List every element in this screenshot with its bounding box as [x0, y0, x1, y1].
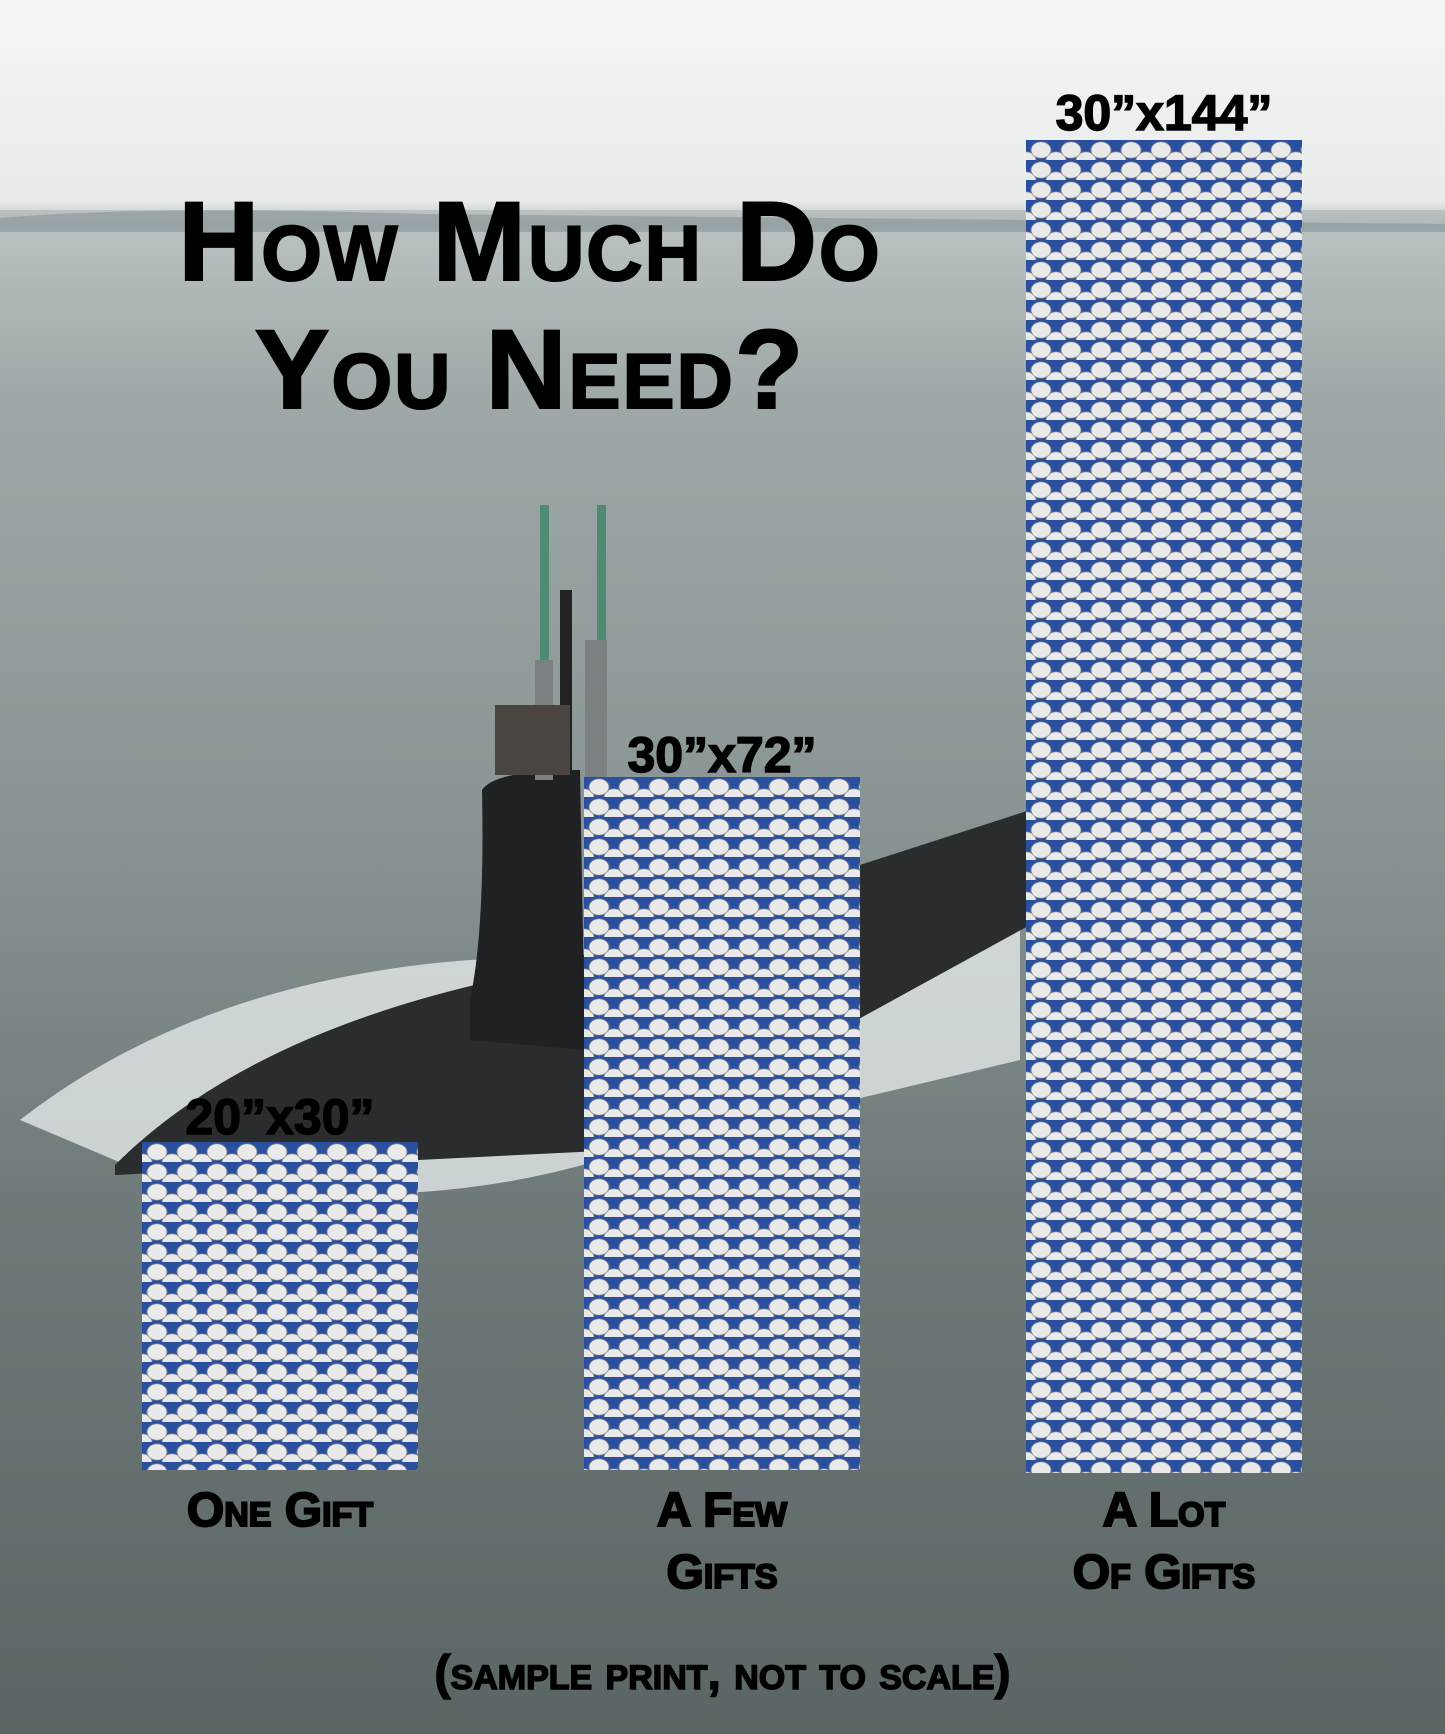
option-label-2-line1: A Few	[656, 1483, 788, 1538]
option-label-3-line1: A Lot	[1102, 1483, 1227, 1538]
sample-print-1	[142, 1142, 418, 1470]
footnote: (sample print, not to scale)	[434, 1647, 1011, 1700]
option-label-3-line2: Of Gifts	[1072, 1545, 1256, 1600]
option-label-1: One Gift	[112, 1480, 448, 1542]
option-label-3: A Lot Of Gifts	[996, 1480, 1332, 1604]
option-label-2-line2: Gifts	[666, 1545, 779, 1600]
page-title-line1: How Much Do	[177, 179, 882, 304]
page-title-line2: You Need?	[254, 307, 806, 432]
option-label-2: A Few Gifts	[554, 1480, 890, 1604]
sample-print-3	[1026, 140, 1302, 1473]
option-label-1-line1: One Gift	[186, 1483, 374, 1538]
option-size-2: 30”x72”	[627, 727, 818, 783]
sample-print-2	[584, 777, 860, 1470]
option-size-1: 20”x30”	[185, 1089, 376, 1145]
option-size-3: 30”x144”	[1055, 85, 1273, 141]
